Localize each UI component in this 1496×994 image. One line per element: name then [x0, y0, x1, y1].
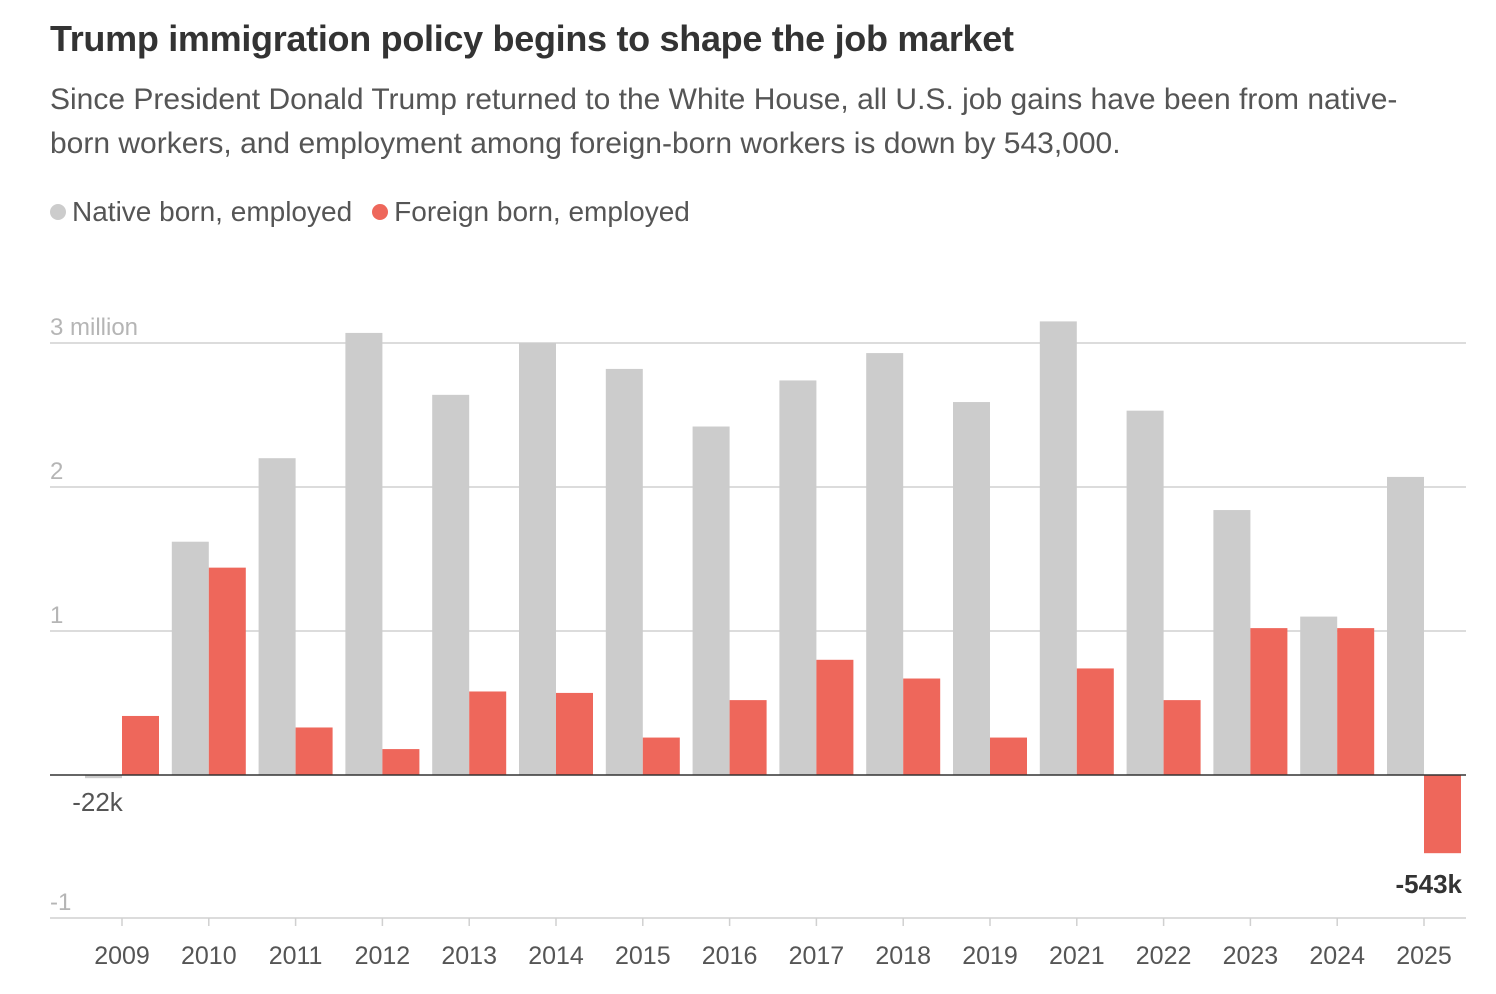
y-tick-label: 1: [50, 602, 63, 629]
x-tick-label: 2018: [875, 942, 931, 970]
x-tick-label: 2019: [962, 942, 1018, 970]
y-tick-label: -1: [50, 889, 71, 916]
x-tick-label: 2016: [702, 942, 758, 970]
bar-foreign-born: [729, 700, 767, 775]
bar-native-born: [432, 394, 470, 775]
x-tick-label: 2022: [1136, 942, 1192, 970]
bar-native-born: [779, 380, 817, 775]
bar-foreign-born: [208, 567, 246, 775]
legend-swatch-native: [50, 204, 66, 220]
y-tick-label: 3 million: [50, 314, 138, 341]
bar-foreign-born: [556, 692, 593, 775]
bar-native-born: [1387, 476, 1424, 775]
legend-item-foreign: Foreign born, employed: [372, 196, 690, 228]
x-tick-label: 2025: [1396, 942, 1452, 970]
bar-native-born: [866, 353, 904, 775]
bar-foreign-born: [1337, 628, 1375, 775]
x-tick-label: 2023: [1223, 942, 1279, 970]
data-label: -22k: [72, 787, 124, 817]
x-tick-label: 2015: [615, 942, 671, 970]
bar-native-born: [1126, 410, 1164, 775]
x-tick-label: 2024: [1309, 942, 1365, 970]
x-tick-label: 2009: [94, 942, 150, 970]
bar-native-born: [1300, 616, 1338, 775]
x-tick-label: 2017: [789, 942, 845, 970]
bar-foreign-born: [122, 715, 159, 775]
bar-native-born: [519, 343, 556, 775]
legend-swatch-foreign: [372, 204, 389, 220]
data-label: -543k: [1396, 869, 1463, 899]
bar-foreign-born: [816, 659, 854, 775]
bar-native-born: [605, 368, 643, 775]
bar-foreign-born: [469, 691, 507, 775]
bar-native-born: [258, 458, 296, 775]
bar-foreign-born: [1250, 628, 1288, 775]
bar-native-born: [171, 541, 209, 775]
bar-native-born: [953, 402, 990, 775]
bar-native-born: [345, 332, 383, 775]
x-tick-label: 2013: [441, 942, 497, 970]
x-tick-label: 2014: [528, 942, 584, 970]
bar-native-born: [692, 426, 730, 775]
legend-item-native: Native born, employed: [50, 196, 352, 228]
bar-foreign-born: [990, 737, 1027, 775]
bar-foreign-born: [1163, 700, 1201, 775]
bar-foreign-born: [382, 749, 420, 775]
bar-foreign-born: [295, 727, 333, 775]
legend: Native born, employed Foreign born, empl…: [50, 196, 710, 228]
bar-foreign-born: [642, 737, 680, 775]
bar-foreign-born: [903, 678, 941, 775]
y-tick-label: 2: [50, 458, 63, 485]
x-tick-label: 2021: [1049, 942, 1105, 970]
bar-native-born: [85, 775, 122, 779]
legend-label-foreign: Foreign born, employed: [394, 196, 690, 227]
bar-native-born: [1213, 510, 1251, 775]
x-tick-label: 2012: [355, 942, 411, 970]
bar-foreign-born: [1424, 775, 1461, 854]
legend-label-native: Native born, employed: [72, 196, 353, 227]
chart-subtitle: Since President Donald Trump returned to…: [50, 83, 1398, 160]
bar-native-born: [1039, 321, 1077, 775]
x-tick-label: 2011: [269, 942, 323, 970]
chart-title: Trump immigration policy begins to shape…: [50, 18, 1014, 59]
x-tick-label: 2010: [181, 942, 237, 970]
bar-foreign-born: [1076, 668, 1114, 775]
